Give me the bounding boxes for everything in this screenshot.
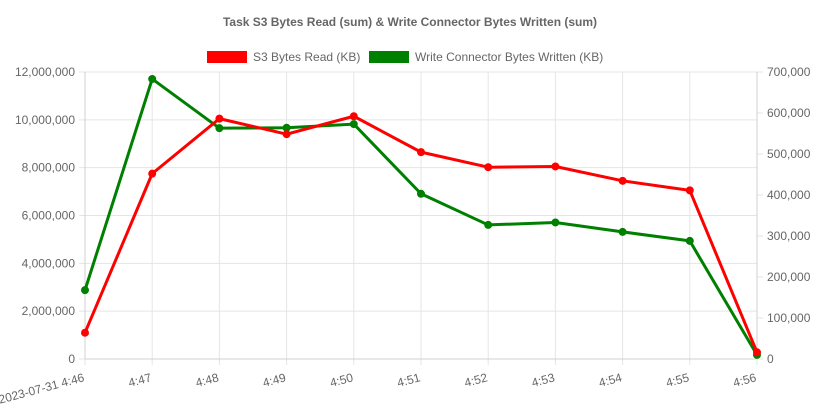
- legend-label-write-connector-bytes-written: Write Connector Bytes Written (KB): [415, 50, 603, 64]
- x-tick-label: 4:55: [664, 370, 690, 390]
- x-tick-label: 4:50: [328, 370, 354, 390]
- legend-swatch-s3-bytes-read: [207, 51, 247, 63]
- data-point-write-connector-bytes-written-kb[interactable]: [215, 124, 224, 133]
- x-tick-label: 4:54: [597, 370, 623, 390]
- data-point-s3-bytes-read-kb[interactable]: [551, 162, 560, 171]
- x-tick-label: 4:48: [194, 370, 220, 390]
- data-point-s3-bytes-read-kb[interactable]: [282, 130, 291, 139]
- grid: [79, 71, 763, 365]
- right-y-tick-label: 0: [767, 352, 774, 366]
- data-point-write-connector-bytes-written-kb[interactable]: [685, 236, 694, 245]
- left-y-tick-label: 6,000,000: [22, 209, 76, 223]
- x-tick-label: 4:56: [732, 370, 758, 390]
- legend-item-write-connector-bytes-written[interactable]: Write Connector Bytes Written (KB): [369, 50, 603, 64]
- series-layer: [81, 74, 761, 359]
- x-axis: 2023-07-31 4:46 4:47 4:48 4:49 4:50 4:51 4:52 4…: [0, 370, 758, 406]
- left-y-tick-label: 10,000,000: [15, 113, 75, 127]
- data-point-s3-bytes-read-kb[interactable]: [417, 148, 425, 157]
- left-y-tick-label: 0: [68, 352, 75, 366]
- chart-title: Task S3 Bytes Read (sum) & Write Connect…: [223, 15, 597, 29]
- legend: S3 Bytes Read (KB) Write Connector Bytes…: [207, 50, 603, 64]
- data-point-write-connector-bytes-written-kb[interactable]: [484, 220, 493, 229]
- legend-item-s3-bytes-read[interactable]: S3 Bytes Read (KB): [207, 50, 360, 64]
- right-y-tick-label: 700,000: [767, 65, 811, 79]
- data-point-s3-bytes-read-kb[interactable]: [618, 176, 627, 185]
- x-tick-label: 4:53: [530, 370, 556, 390]
- data-point-write-connector-bytes-written-kb[interactable]: [618, 227, 627, 236]
- right-y-tick-label: 200,000: [767, 270, 811, 284]
- left-y-tick-label: 4,000,000: [22, 256, 76, 270]
- data-point-write-connector-bytes-written-kb[interactable]: [349, 120, 358, 129]
- right-y-tick-label: 100,000: [767, 311, 811, 325]
- left-y-tick-label: 12,000,000: [15, 65, 75, 79]
- x-tick-label: 4:47: [127, 370, 153, 390]
- left-y-axis: 0 2,000,000 4,000,000 6,000,000 8,000,000 10,…: [15, 65, 75, 366]
- data-point-s3-bytes-read-kb[interactable]: [81, 328, 89, 337]
- data-point-s3-bytes-read-kb[interactable]: [484, 163, 493, 172]
- legend-label-s3-bytes-read: S3 Bytes Read (KB): [253, 50, 360, 64]
- data-point-s3-bytes-read-kb[interactable]: [753, 348, 761, 357]
- x-tick-label: 4:51: [396, 370, 422, 390]
- x-tick-label: 4:49: [261, 370, 287, 390]
- data-point-write-connector-bytes-written-kb[interactable]: [417, 189, 425, 198]
- data-point-write-connector-bytes-written-kb[interactable]: [148, 74, 157, 83]
- data-point-write-connector-bytes-written-kb[interactable]: [551, 218, 560, 227]
- right-y-tick-label: 500,000: [767, 147, 811, 161]
- x-tick-label: 2023-07-31 4:46: [0, 370, 86, 406]
- data-point-s3-bytes-read-kb[interactable]: [349, 112, 358, 121]
- right-y-tick-label: 600,000: [767, 106, 811, 120]
- left-y-tick-label: 2,000,000: [22, 304, 76, 318]
- left-y-tick-label: 8,000,000: [22, 161, 76, 175]
- data-point-s3-bytes-read-kb[interactable]: [148, 169, 157, 178]
- data-point-s3-bytes-read-kb[interactable]: [215, 114, 224, 123]
- legend-swatch-write-connector-bytes-written: [369, 51, 409, 63]
- x-tick-label: 4:52: [463, 370, 489, 390]
- data-point-write-connector-bytes-written-kb[interactable]: [81, 286, 89, 295]
- right-y-tick-label: 300,000: [767, 229, 811, 243]
- data-point-s3-bytes-read-kb[interactable]: [685, 186, 694, 195]
- right-y-axis: 0 100,000 200,000 300,000 400,000 500,000 600,…: [767, 65, 811, 366]
- right-y-tick-label: 400,000: [767, 188, 811, 202]
